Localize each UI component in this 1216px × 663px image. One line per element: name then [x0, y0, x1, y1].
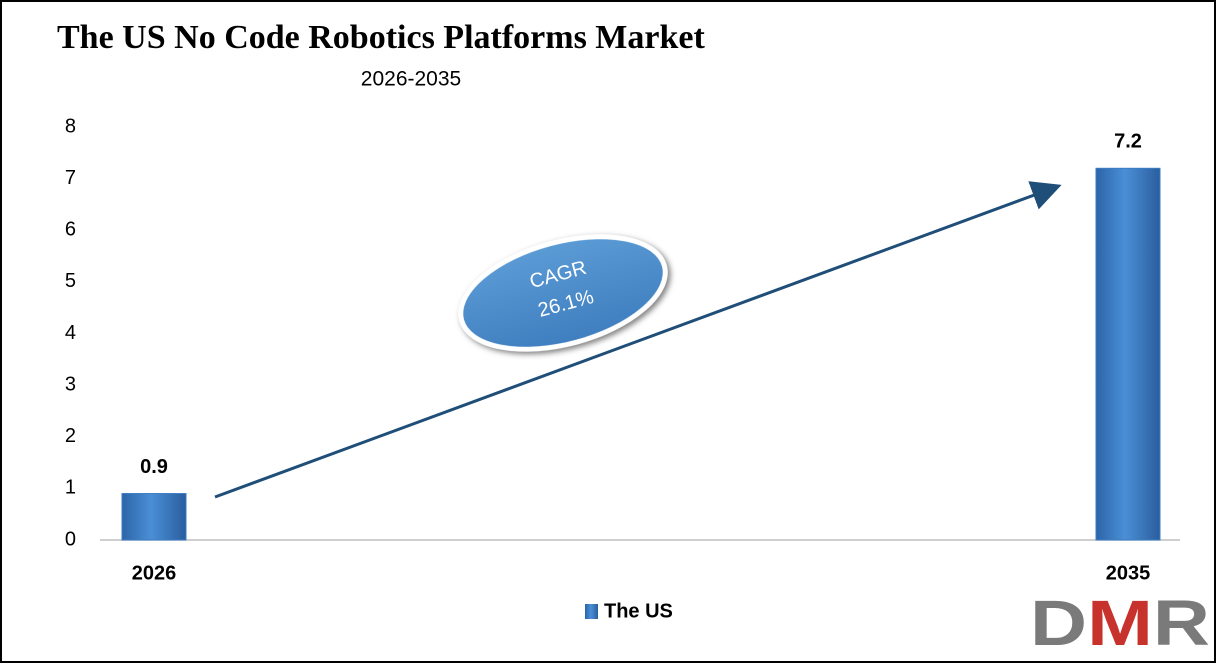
y-tick-label: 1 [65, 477, 76, 499]
legend-label: The US [604, 600, 673, 622]
x-tick-label: 2035 [1106, 562, 1151, 584]
bar [1095, 167, 1161, 541]
y-tick-label: 4 [65, 322, 76, 344]
bar [121, 493, 187, 541]
y-tick-label: 5 [65, 270, 76, 292]
y-tick-label: 3 [65, 373, 76, 395]
value-label: 7.2 [1114, 131, 1142, 153]
y-tick-label: 8 [65, 115, 76, 137]
logo: DMR [1030, 587, 1210, 659]
cagr-badge: CAGR 26.1% [458, 234, 668, 352]
y-tick-label: 2 [65, 425, 76, 447]
value-label: 0.9 [140, 456, 168, 478]
y-tick-label: 7 [65, 167, 76, 189]
legend-swatch [585, 604, 598, 619]
chart-title: The US No Code Robotics Platforms Market [57, 19, 705, 56]
trend-arrow [214, 181, 1062, 499]
y-tick-label: 6 [65, 219, 76, 241]
x-tick-label: 2026 [132, 562, 177, 584]
chart-subtitle: 2026-2035 [361, 68, 461, 91]
y-tick-label: 0 [65, 528, 76, 550]
cagr-ellipse [458, 234, 668, 352]
